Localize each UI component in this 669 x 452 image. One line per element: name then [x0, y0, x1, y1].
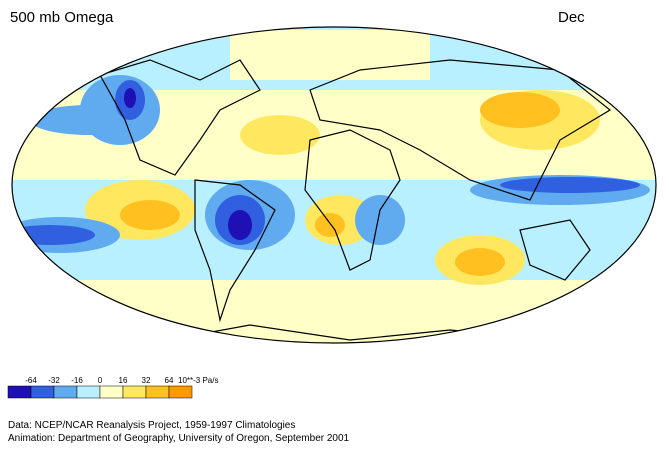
legend-swatch	[99, 385, 124, 399]
globe-outline	[11, 26, 657, 344]
legend-unit: 10**-3 Pa/s	[178, 376, 218, 385]
legend-tick-label: -64	[25, 376, 37, 385]
legend-swatch	[53, 385, 78, 399]
legend-tick-label: -32	[48, 376, 60, 385]
legend: -64 -32 -16 0 16 32 64 10**-3 Pa/s	[7, 376, 218, 399]
legend-swatch	[168, 385, 193, 399]
legend-swatch	[145, 385, 170, 399]
map	[12, 27, 656, 343]
month: Dec	[558, 9, 585, 26]
legend-swatch	[122, 385, 147, 399]
legend-tick-label: 32	[142, 376, 151, 385]
legend-swatch	[30, 385, 55, 399]
legend-tick-label: 64	[165, 376, 174, 385]
credit: Data: NCEP/NCAR Reanalysis Project, 1959…	[8, 420, 295, 431]
title: 500 mb Omega	[10, 9, 114, 26]
legend-swatch	[76, 385, 101, 399]
legend-tick-label: -16	[71, 376, 83, 385]
legend-tick-label: 16	[119, 376, 128, 385]
legend-swatch	[7, 385, 32, 399]
legend-tick-label: 0	[98, 376, 103, 385]
credit: Animation: Department of Geography, Univ…	[8, 433, 350, 444]
